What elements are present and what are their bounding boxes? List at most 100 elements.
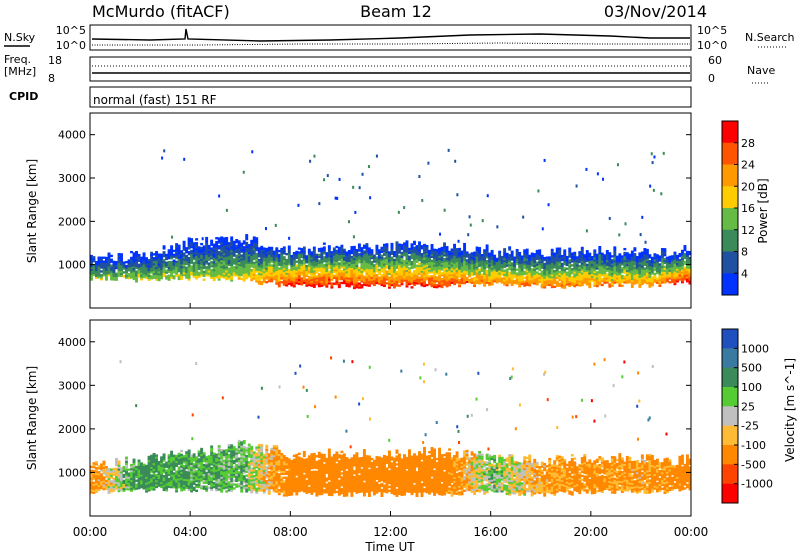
power-cell [415,272,419,275]
power-cell [438,275,441,278]
power-cell [390,262,394,265]
power-cell [170,251,174,254]
power-cell [220,238,224,241]
power-cell [307,264,311,267]
power-cell [423,251,426,254]
power-cell [312,252,316,255]
power-cell [305,264,309,268]
power-cell [543,272,547,275]
power-cell [322,273,326,277]
power-cell [623,255,627,259]
power-cell [232,273,236,277]
power-cell [548,268,552,271]
velocity-cell [170,452,174,455]
velocity-cell [180,481,184,484]
velocity-cell [147,481,151,484]
power-cell [342,260,346,263]
power-cell [212,247,216,250]
power-cell [553,277,557,281]
power-cell [245,253,249,256]
power-cell [302,250,306,253]
power-cell [555,249,559,252]
velocity-cell [95,488,98,491]
power-cell [202,249,206,252]
power-cell [390,281,394,285]
power-cell [585,271,589,274]
velocity-cell [225,456,229,460]
power-cell [300,263,304,266]
power-cell [420,280,424,283]
power-cell [423,271,426,274]
power-cell [262,255,266,258]
power-cell [330,272,334,275]
power-cell [220,275,224,278]
power-cell [232,270,236,273]
velocity-cell [90,485,93,488]
power-cell [142,275,146,279]
power-cell [350,251,354,255]
velocity-cell [130,475,133,479]
power-cell [475,258,479,261]
power-cell [555,257,559,260]
power-cell [413,242,416,246]
power-cell [287,247,291,250]
power-cell [543,258,547,262]
power-cell [225,254,229,257]
velocity-cell [190,472,194,475]
power-cell [543,262,547,266]
power-cell [455,248,459,251]
power-cell [615,269,619,272]
velocity-cell [107,479,111,483]
power-cell [450,271,454,275]
power-cell [553,270,557,273]
power-cell [423,247,426,251]
power-cell [282,252,286,255]
power-cell [197,265,201,269]
velocity-cell [182,466,186,470]
power-cell [413,271,416,275]
power-cell [275,253,279,256]
velocity-cell [147,471,151,474]
power-cell [207,254,211,257]
velocity-cell [165,483,169,486]
power-cell [292,271,296,274]
power-cell [163,149,166,153]
power-cell [130,274,133,277]
power-cell [620,276,624,280]
power-cell [215,260,219,263]
power-cell [413,248,416,251]
velocity-cell [135,483,138,486]
power-cell [140,262,143,265]
power-cell [523,266,527,270]
velocity-cell [215,483,219,486]
power-cell [680,263,684,266]
power-cell [683,270,687,273]
power-cell [327,272,331,275]
power-cell [473,273,477,276]
power-cell [252,242,256,245]
power-cell [347,283,351,286]
velocity-cell [137,475,141,478]
power-cell [290,280,294,283]
power-cell [277,275,281,278]
power-cell [505,260,509,263]
power-cell [265,257,269,260]
power-cell [623,261,627,264]
power-cell [505,252,509,256]
power-cell [508,258,512,261]
velocity-cell [152,484,156,487]
velocity-cell [180,457,184,461]
power-cell [568,278,572,282]
power-cell [237,265,241,268]
power-cell [450,279,454,283]
power-cell [635,265,639,269]
velocity-cell [220,478,224,481]
power-cell [478,264,482,267]
power-cell [347,251,351,255]
power-cell [137,275,141,278]
power-cell [290,260,294,264]
velocity-cells [90,356,691,498]
power-cell [643,251,647,255]
power-cell [232,254,236,257]
power-cell [470,269,474,273]
